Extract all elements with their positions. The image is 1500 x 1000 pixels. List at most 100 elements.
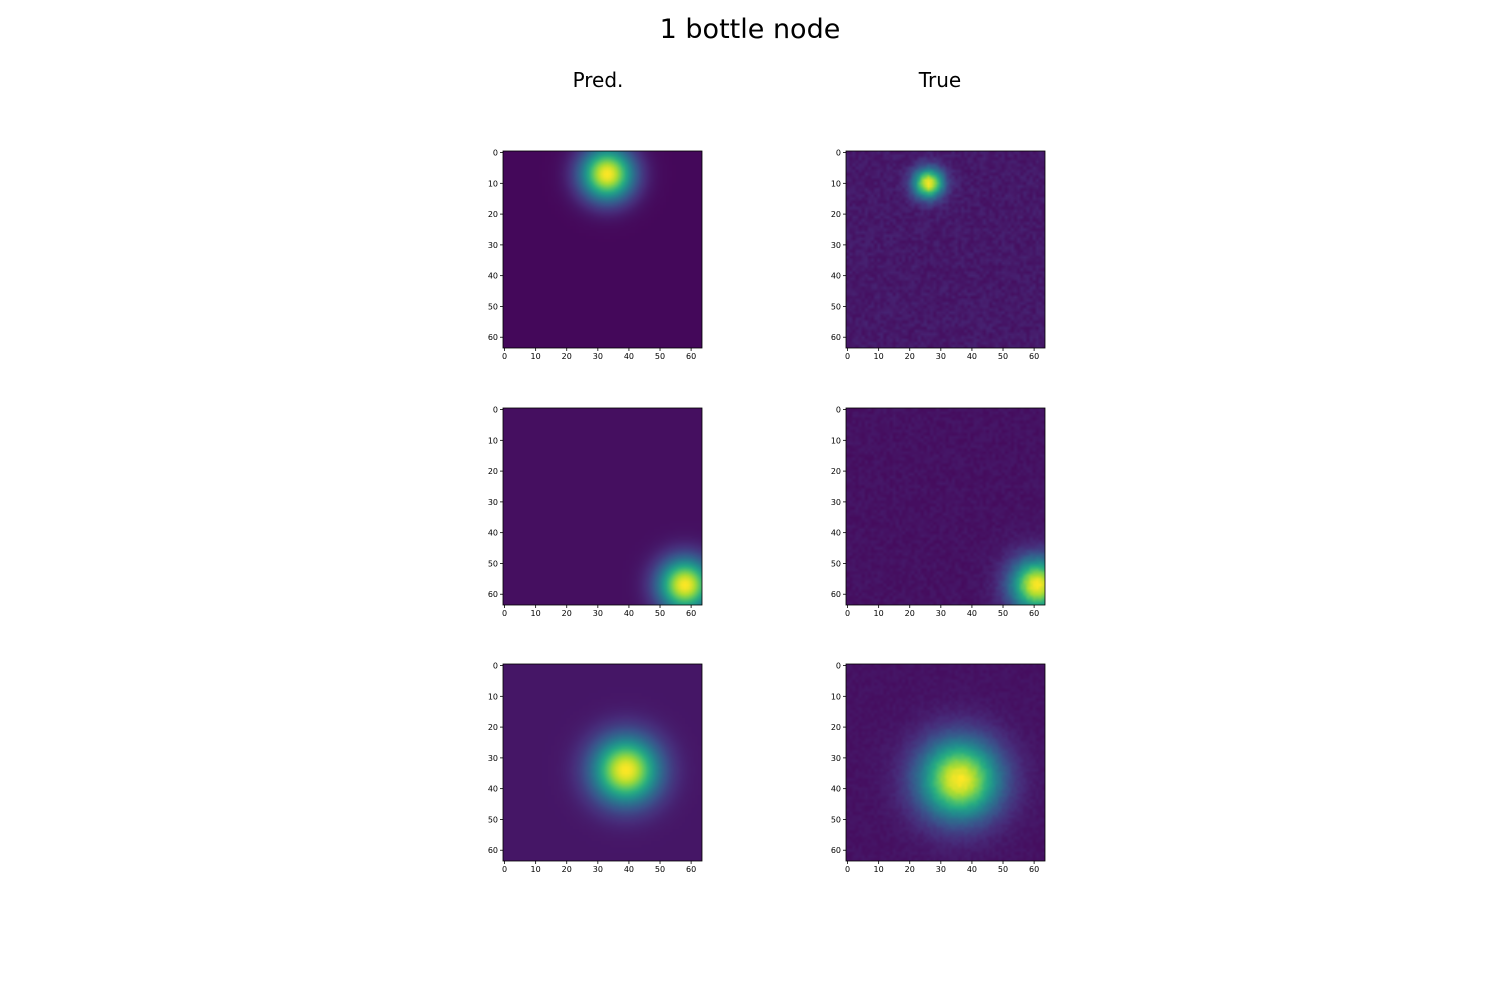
y-tick-label: 20 (488, 467, 498, 476)
x-tick-label: 0 (845, 352, 850, 361)
x-tick-label: 20 (905, 352, 915, 361)
y-tick-label: 30 (831, 241, 841, 250)
y-tick-label: 30 (488, 754, 498, 763)
x-tick-label: 10 (874, 609, 884, 618)
y-tick-label: 10 (831, 179, 841, 188)
x-tick-label: 60 (686, 865, 696, 874)
x-tick-label: 20 (905, 865, 915, 874)
x-tick-label: 0 (502, 865, 507, 874)
x-tick-label: 20 (562, 609, 572, 618)
y-tick-label: 10 (831, 692, 841, 701)
y-tick-label: 20 (831, 723, 841, 732)
heatmap-image (503, 151, 702, 348)
y-tick-label: 30 (488, 241, 498, 250)
y-tick-label: 20 (831, 467, 841, 476)
y-tick-label: 30 (831, 754, 841, 763)
y-tick-label: 0 (836, 149, 841, 158)
y-tick-label: 50 (488, 302, 498, 311)
y-tick-label: 0 (836, 662, 841, 671)
x-tick-label: 50 (998, 865, 1008, 874)
x-tick-label: 50 (655, 609, 665, 618)
y-tick-label: 10 (488, 179, 498, 188)
x-tick-label: 0 (845, 865, 850, 874)
x-tick-label: 50 (998, 609, 1008, 618)
x-tick-label: 10 (874, 865, 884, 874)
axes-frame (502, 150, 703, 349)
x-tick-label: 40 (624, 352, 634, 361)
column-title-pred: Pred. (572, 68, 624, 92)
x-tick-label: 60 (686, 609, 696, 618)
y-tick-label: 60 (488, 846, 498, 855)
x-tick-label: 50 (655, 865, 665, 874)
y-tick-label: 30 (831, 498, 841, 507)
y-tick-label: 60 (488, 333, 498, 342)
y-tick-label: 20 (488, 723, 498, 732)
y-tick-label: 40 (831, 785, 841, 794)
x-tick-label: 20 (562, 352, 572, 361)
x-tick-label: 60 (686, 352, 696, 361)
axes-frame (502, 407, 703, 606)
x-tick-label: 60 (1029, 865, 1039, 874)
x-tick-label: 30 (936, 609, 946, 618)
x-tick-label: 30 (936, 865, 946, 874)
column-title-true: True (918, 68, 962, 92)
x-tick-label: 10 (531, 865, 541, 874)
y-tick-label: 40 (488, 529, 498, 538)
axes-frame (502, 663, 703, 862)
x-tick-label: 20 (905, 609, 915, 618)
x-tick-label: 10 (531, 352, 541, 361)
x-tick-label: 10 (874, 352, 884, 361)
y-tick-label: 60 (488, 590, 498, 599)
x-tick-label: 30 (593, 865, 603, 874)
heatmap-image (503, 664, 702, 861)
y-tick-label: 50 (488, 559, 498, 568)
y-tick-label: 60 (831, 590, 841, 599)
heatmap-panel: 0 10 20 30 40 50 60 0 10 20 30 40 50 60 (488, 406, 703, 618)
x-tick-label: 60 (1029, 609, 1039, 618)
y-tick-label: 10 (488, 436, 498, 445)
y-tick-label: 40 (831, 529, 841, 538)
heatmap-panel: 0 10 20 30 40 50 60 0 10 20 30 40 50 60 (488, 662, 703, 874)
y-tick-label: 50 (831, 815, 841, 824)
axes-frame (845, 150, 1046, 349)
x-tick-label: 40 (967, 865, 977, 874)
y-tick-label: 0 (493, 149, 498, 158)
heatmap-panel: 0 10 20 30 40 50 60 0 10 20 30 40 50 60 (831, 406, 1046, 618)
x-tick-label: 40 (624, 865, 634, 874)
x-tick-label: 10 (531, 609, 541, 618)
x-tick-label: 30 (593, 609, 603, 618)
y-tick-label: 20 (831, 210, 841, 219)
heatmap-image (846, 664, 1045, 861)
y-tick-label: 60 (831, 846, 841, 855)
y-tick-label: 40 (488, 272, 498, 281)
y-tick-label: 60 (831, 333, 841, 342)
heatmap-image (846, 151, 1045, 348)
y-tick-label: 40 (488, 785, 498, 794)
y-tick-label: 50 (831, 302, 841, 311)
x-tick-label: 30 (936, 352, 946, 361)
heatmap-panel: 0 10 20 30 40 50 60 0 10 20 30 40 50 60 (831, 149, 1046, 361)
y-tick-label: 20 (488, 210, 498, 219)
y-tick-label: 10 (831, 436, 841, 445)
x-tick-label: 40 (624, 609, 634, 618)
x-tick-label: 40 (967, 609, 977, 618)
heatmap-panel: 0 10 20 30 40 50 60 0 10 20 30 40 50 60 (831, 662, 1046, 874)
y-tick-label: 10 (488, 692, 498, 701)
y-tick-label: 50 (488, 815, 498, 824)
x-tick-label: 40 (967, 352, 977, 361)
y-tick-label: 40 (831, 272, 841, 281)
heatmap-image (846, 408, 1045, 605)
heatmap-image (503, 408, 702, 605)
x-tick-label: 0 (502, 609, 507, 618)
y-tick-label: 0 (493, 406, 498, 415)
axes-frame (845, 407, 1046, 606)
x-tick-label: 60 (1029, 352, 1039, 361)
x-tick-label: 20 (562, 865, 572, 874)
x-tick-label: 30 (593, 352, 603, 361)
figure-title: 1 bottle node (659, 14, 841, 45)
x-tick-label: 0 (502, 352, 507, 361)
axes-frame (845, 663, 1046, 862)
x-tick-label: 50 (998, 352, 1008, 361)
